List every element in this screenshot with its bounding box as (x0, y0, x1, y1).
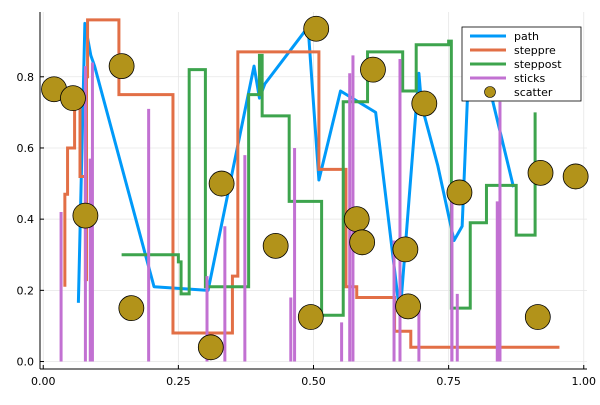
legend-item-steppost: steppost (470, 58, 562, 71)
series-path (76, 21, 515, 317)
scatter-point (360, 56, 386, 83)
legend-box (461, 26, 582, 102)
legend-label: path (514, 30, 539, 43)
scatter-point (524, 304, 551, 330)
scatter-point (72, 202, 99, 229)
scatter-point (343, 206, 370, 233)
scatter-point (349, 229, 376, 256)
plot-area (41, 15, 589, 362)
series-steppost (121, 39, 537, 317)
y-tick-label: 0.0 (17, 356, 35, 369)
legend-label: steppre (514, 44, 556, 57)
series-line-path (76, 21, 515, 317)
scatter-point (392, 236, 419, 263)
scatter-point (208, 170, 235, 197)
legend-label: sticks (514, 72, 546, 85)
scatter-point (118, 295, 145, 322)
scatter-point (197, 334, 224, 361)
x-tick-label: 1.00 (572, 375, 597, 388)
legend-item-steppre: steppre (470, 44, 556, 57)
scatter-point (527, 159, 554, 186)
y-tick-label: 0.8 (17, 71, 35, 84)
scatter-point (562, 163, 589, 190)
scatter-point (262, 232, 289, 259)
y-tick-label: 0.6 (17, 142, 35, 155)
axes: 0.00 0.25 0.50 0.75 1.00 0.0 0.2 0.4 0.6 0.8 (17, 12, 597, 388)
legend-item-scatter: scatter (484, 86, 553, 99)
scatter-point (60, 85, 86, 112)
x-tick-label: 0.50 (301, 375, 326, 388)
scatter-point (303, 15, 330, 42)
scatter-point (446, 179, 473, 206)
legend-item-sticks: sticks (470, 72, 546, 85)
scatter-point (411, 90, 438, 117)
x-tick-label: 0.00 (31, 375, 56, 388)
scatter-point (395, 293, 421, 320)
x-tick-label: 0.25 (166, 375, 191, 388)
x-tick-label: 0.75 (436, 375, 461, 388)
scatter-point (108, 53, 135, 80)
legend-label: scatter (514, 86, 553, 99)
series-line-steppost (121, 39, 537, 317)
y-tick-label: 0.2 (17, 284, 35, 297)
y-tick-label: 0.4 (17, 213, 35, 226)
legend-label: steppost (514, 58, 562, 71)
legend-item-path: path (470, 30, 539, 43)
series-scatter (41, 15, 589, 361)
scatter-point (297, 304, 324, 330)
legend-swatch (484, 86, 496, 98)
